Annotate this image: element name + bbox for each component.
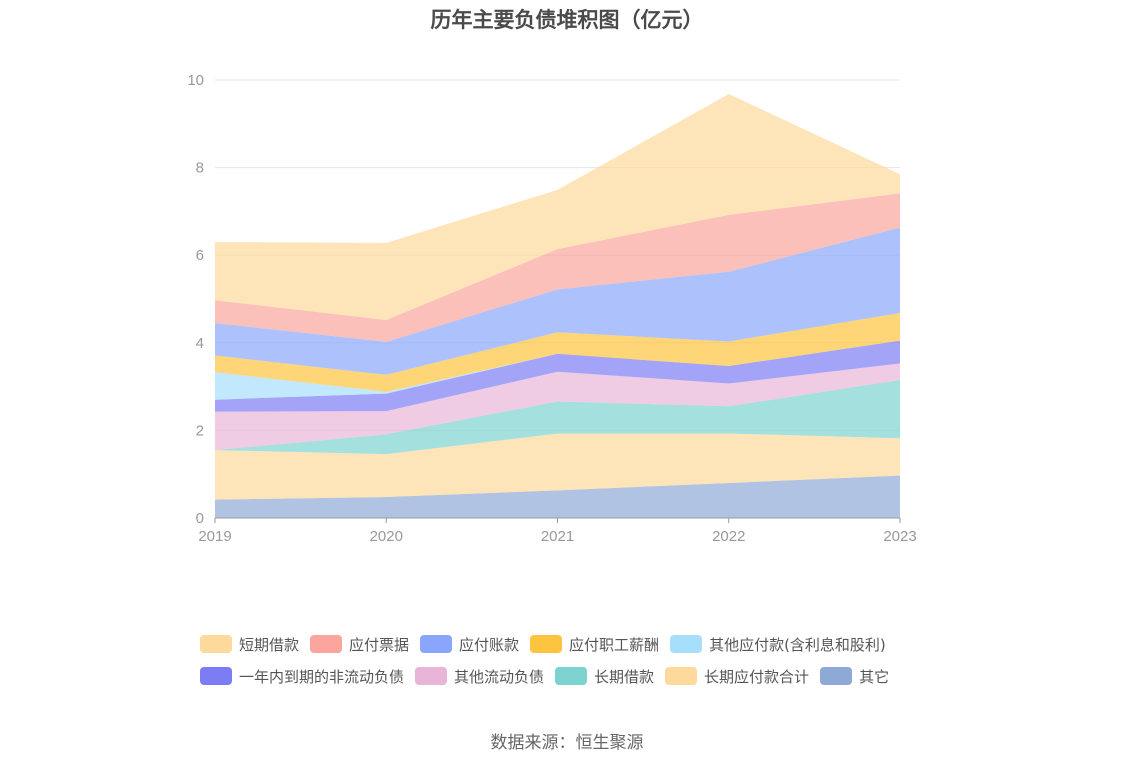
chart-title: 历年主要负债堆积图（亿元） (430, 8, 704, 32)
legend-row-2: 一年内到期的非流动负债 其他流动负债 长期借款 长期应付款合计 其它 (200, 660, 960, 692)
x-tick-label: 2023 (883, 528, 916, 545)
legend-item[interactable]: 短期借款 (200, 634, 299, 655)
legend-item[interactable]: 长期借款 (555, 666, 654, 687)
x-tick-label: 2022 (712, 528, 745, 545)
area-series (215, 313, 900, 392)
legend-swatch (200, 667, 232, 685)
area-series (215, 380, 900, 455)
legend-item[interactable]: 应付票据 (310, 634, 409, 655)
legend-swatch (530, 635, 563, 653)
legend-label: 一年内到期的非流动负债 (239, 667, 405, 686)
legend-label: 短期借款 (239, 635, 300, 654)
legend-item[interactable]: 一年内到期的非流动负债 (200, 666, 404, 687)
y-tick-label: 2 (196, 422, 204, 439)
legend-item[interactable]: 应付职工薪酬 (530, 634, 659, 655)
legend-label: 其他应付款(含利息和股利) (709, 635, 886, 654)
legend-item[interactable]: 其他流动负债 (415, 666, 544, 687)
x-tick-label: 2019 (198, 528, 231, 545)
y-tick-label: 0 (196, 510, 204, 527)
legend-item[interactable]: 其他应付款(含利息和股利) (670, 634, 886, 655)
legend-item[interactable]: 应付账款 (420, 634, 519, 655)
legend-swatch (310, 635, 343, 653)
y-tick-label: 8 (196, 160, 204, 177)
legend-swatch (665, 667, 698, 685)
area-series (215, 433, 900, 500)
area-series (215, 475, 900, 518)
legend-swatch (420, 635, 453, 653)
legend-swatch (820, 667, 853, 685)
x-tick-label: 2020 (370, 528, 403, 545)
y-tick-label: 6 (196, 247, 204, 264)
legend-label: 长期应付款合计 (704, 667, 810, 686)
area-series (215, 94, 900, 320)
stacked-area-chart: 0 2 4 6 8 10 2019 2020 2021 2022 2023 (187, 72, 916, 545)
legend-row-1: 短期借款 应付票据 应付账款 应付职工薪酬 其他应付款(含利息和股利) (200, 628, 960, 660)
y-tick-label: 10 (187, 72, 204, 89)
area-series (215, 227, 900, 375)
legend-label: 应付职工薪酬 (569, 635, 660, 654)
legend-swatch (200, 635, 232, 653)
area-series (215, 363, 900, 451)
legend-label: 其它 (859, 667, 890, 686)
legend-swatch (415, 667, 448, 685)
legend-item[interactable]: 长期应付款合计 (665, 666, 809, 687)
area-series (215, 340, 900, 412)
legend: 短期借款 应付票据 应付账款 应付职工薪酬 其他应付款(含利息和股利) 一年内到期的非流… (200, 628, 960, 692)
x-tick-label: 2021 (541, 528, 574, 545)
y-tick-label: 4 (196, 335, 204, 352)
data-source: 数据来源：恒生聚源 (490, 733, 644, 753)
legend-swatch (555, 667, 588, 685)
legend-label: 应付账款 (459, 635, 520, 654)
legend-label: 其他流动负债 (454, 667, 545, 686)
legend-label: 应付票据 (349, 635, 410, 654)
legend-swatch (670, 635, 703, 653)
legend-item[interactable]: 其它 (820, 666, 889, 687)
area-series (215, 193, 900, 342)
area-series (215, 340, 900, 400)
legend-label: 长期借款 (594, 667, 655, 686)
